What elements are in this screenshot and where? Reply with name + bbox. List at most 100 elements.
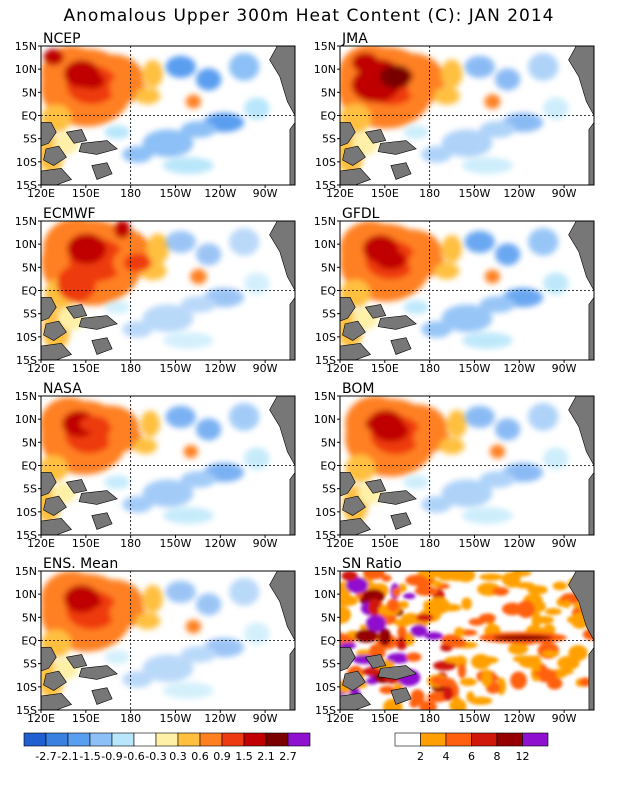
- lon-label: 90W: [253, 537, 278, 550]
- cool-blob: [180, 121, 217, 138]
- land-polygon: [78, 315, 118, 330]
- colorbar-label: -2.1: [57, 750, 78, 763]
- lat-label: 10S: [16, 506, 37, 519]
- colorbar-label: 0.9: [213, 750, 231, 763]
- cool-blob: [165, 405, 196, 428]
- sn-blob: [386, 598, 400, 613]
- sn-blob: [479, 573, 504, 581]
- colorbar-swatch: [394, 732, 421, 747]
- land-mask: [340, 396, 594, 535]
- warm-blob: [142, 584, 163, 613]
- lat-label: 10N: [314, 413, 336, 426]
- lat-label: 15N: [15, 390, 37, 403]
- lat-label: 15N: [15, 565, 37, 578]
- cool-blob: [162, 332, 214, 349]
- land-polygon: [364, 654, 387, 669]
- cool-blob: [527, 52, 559, 81]
- sn-blob: [507, 642, 529, 655]
- colorbar-swatch: [420, 732, 447, 747]
- warm-anomaly: [41, 221, 207, 351]
- lon-label: 120E: [27, 712, 55, 725]
- sn-blob: [340, 633, 350, 642]
- land-polygon: [65, 479, 88, 494]
- sn-blob: [341, 571, 358, 582]
- lat-label: 10S: [16, 681, 37, 694]
- warm-anomaly: [340, 221, 501, 349]
- sn-blob: [481, 669, 493, 687]
- sn-blob: [433, 677, 456, 687]
- land-polygon: [91, 337, 113, 355]
- cool-blob: [228, 227, 260, 256]
- lat-label: EQ: [320, 635, 336, 648]
- cool-blob: [543, 272, 569, 295]
- warm-blob: [185, 94, 202, 109]
- lat-label: 15N: [314, 40, 336, 53]
- cool-blob: [244, 447, 270, 470]
- colorbar-swatch: [522, 732, 549, 747]
- lat-label: 15S: [315, 179, 336, 192]
- lat-label: EQ: [21, 460, 37, 473]
- land-polygon: [340, 122, 356, 147]
- land-polygon: [340, 647, 356, 672]
- cool-blob: [228, 577, 260, 606]
- sn-blob: [430, 580, 443, 587]
- field-layer: [41, 571, 270, 699]
- warm-anomaly: [41, 46, 202, 174]
- panel-title-bom: BOM: [342, 381, 374, 397]
- lon-label: 150W: [160, 712, 192, 725]
- warm-blob: [433, 262, 460, 280]
- land-polygon: [269, 396, 295, 466]
- panel-title-nasa: NASA: [43, 381, 82, 397]
- sn-blob: [510, 671, 527, 690]
- land-polygon: [377, 140, 417, 155]
- lon-label: 120E: [326, 362, 354, 375]
- sn-blob: [453, 627, 465, 638]
- colorbar-label: -0.9: [101, 750, 122, 763]
- colorbar-swatch: [177, 732, 201, 747]
- land-polygon: [289, 471, 295, 535]
- cool-blob: [479, 121, 516, 138]
- land-polygon: [568, 46, 594, 116]
- colorbar-swatch: [133, 732, 157, 747]
- land-polygon: [78, 140, 118, 155]
- lon-label: 90W: [552, 712, 577, 725]
- land-polygon: [41, 693, 73, 710]
- lat-label: EQ: [320, 110, 336, 123]
- lon-label: 150W: [459, 362, 491, 375]
- warm-blob: [367, 237, 394, 255]
- lon-label: 120W: [204, 187, 236, 200]
- sn-blob: [457, 663, 467, 679]
- land-polygon: [588, 646, 594, 710]
- cool-blob: [195, 418, 222, 441]
- sn-blob: [394, 682, 403, 690]
- cool-blob: [162, 682, 214, 699]
- colorbar-swatch: [287, 732, 311, 747]
- lon-label: 120W: [204, 362, 236, 375]
- colorbar-label: 2.1: [257, 750, 275, 763]
- lon-label: 150E: [72, 187, 100, 200]
- warm-blob: [134, 612, 161, 630]
- sn-blob: [468, 696, 493, 705]
- land-polygon: [568, 221, 594, 291]
- lat-label: 15S: [16, 179, 37, 192]
- sn-blob: [562, 600, 571, 609]
- lon-label: 150W: [160, 537, 192, 550]
- lon-label: 150E: [371, 187, 399, 200]
- cool-blob: [403, 300, 429, 315]
- lon-label: 150E: [371, 712, 399, 725]
- colorbar-swatch: [243, 732, 267, 747]
- cool-blob: [104, 650, 130, 665]
- sn-blob: [534, 616, 554, 625]
- cool-blob: [165, 230, 196, 253]
- land-polygon: [340, 297, 356, 322]
- cool-blob: [228, 402, 260, 431]
- lon-label: 120W: [503, 362, 535, 375]
- sn-blob: [544, 608, 562, 616]
- cool-blob: [494, 243, 521, 266]
- colorbar-anomaly: -2.7 -2.1 -1.5 -0.9 -0.6 -0.3 0.3 0.6 0.9 1.5 2.1 2…: [23, 732, 311, 763]
- cool-blob: [195, 243, 222, 266]
- lon-label: 120E: [326, 187, 354, 200]
